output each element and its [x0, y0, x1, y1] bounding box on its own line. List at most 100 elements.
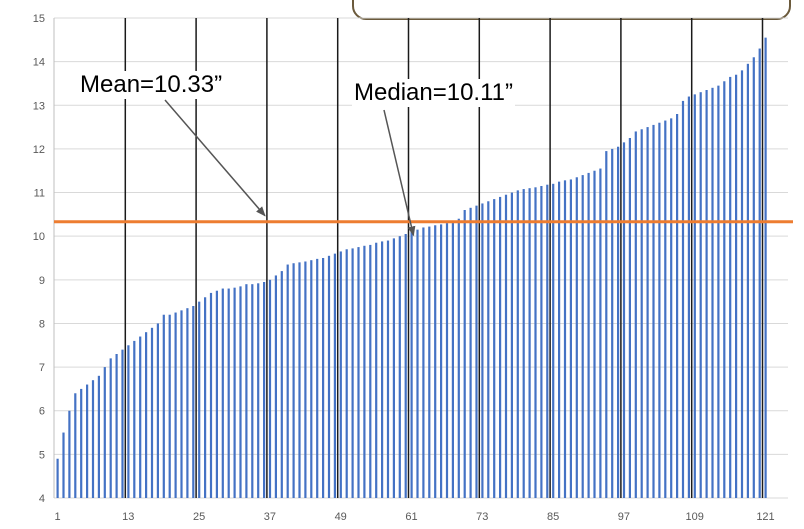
annotation-arrows [164, 99, 416, 237]
bar-87 [563, 180, 567, 498]
bar-56 [381, 241, 384, 498]
bar-37 [268, 279, 272, 498]
bar-80 [522, 189, 525, 498]
bar-121 [764, 37, 767, 499]
bar-21 [174, 312, 177, 498]
bar-2 [62, 432, 65, 498]
bar-97 [622, 142, 626, 498]
bar-9 [103, 367, 106, 498]
bar-60 [404, 234, 407, 498]
y-axis-ticks: 4 5 6 7 8 9 10 11 12 13 14 15 [33, 13, 45, 505]
bar-82 [534, 187, 537, 499]
bar-14 [133, 340, 136, 498]
bar-67 [445, 223, 449, 498]
bar-25 [198, 301, 201, 498]
bar-6 [86, 384, 89, 498]
bar-118 [746, 63, 749, 499]
bar-95 [611, 148, 614, 498]
bar-89 [575, 177, 578, 499]
bar-102 [652, 124, 655, 498]
y-tick-label-15: 15 [33, 13, 45, 25]
bar-15 [139, 336, 142, 498]
x-tick-label-61: 61 [405, 511, 417, 523]
bar-76 [499, 196, 502, 498]
y-tick-label-9: 9 [39, 275, 45, 287]
bar-113 [717, 85, 720, 499]
bar-64 [428, 226, 431, 498]
bar-66 [440, 224, 443, 498]
bar-83 [540, 186, 543, 498]
x-tick-label-73: 73 [476, 511, 488, 523]
bar-1 [56, 458, 59, 498]
bar-77 [504, 194, 508, 498]
bar-119 [752, 57, 755, 498]
bar-112 [711, 87, 714, 499]
bar-105 [670, 118, 673, 498]
x-tick-label-25: 25 [193, 511, 205, 523]
mean-arrow [164, 99, 266, 217]
bar-7 [91, 380, 95, 498]
mean-annotation: Mean=10.33” [78, 71, 225, 99]
y-tick-label-14: 14 [33, 57, 45, 69]
bar-111 [705, 90, 708, 498]
bar-79 [516, 190, 519, 498]
bar-47 [327, 255, 331, 498]
y-tick-label-13: 13 [33, 100, 45, 112]
y-tick-label-5: 5 [39, 449, 45, 461]
x-tick-label-97: 97 [618, 511, 630, 523]
bar-35 [257, 283, 260, 498]
bar-100 [640, 129, 643, 499]
bar-68 [451, 222, 454, 498]
bar-41 [292, 263, 295, 498]
bar-4 [74, 393, 77, 498]
bar-28 [215, 290, 218, 498]
bar-51 [351, 248, 354, 498]
bar-115 [729, 76, 732, 498]
x-tick-label-85: 85 [547, 511, 559, 523]
bar-86 [558, 181, 561, 499]
bar-40 [286, 264, 289, 498]
x-axis-ticks: 1 13 25 37 49 61 73 85 97 109 121 [54, 511, 774, 523]
bar-92 [593, 170, 596, 498]
bar-8 [97, 375, 100, 498]
bar-94 [605, 151, 608, 498]
bar-73 [481, 203, 484, 499]
bar-107 [681, 100, 685, 498]
bar-33 [245, 284, 248, 498]
bar-59 [398, 236, 401, 498]
bar-58 [392, 238, 395, 498]
bar-74 [487, 201, 490, 499]
bar-104 [664, 120, 667, 498]
vertical-rules [124, 18, 764, 498]
bar-109 [693, 94, 696, 498]
bar-26 [204, 297, 207, 498]
bar-93 [599, 168, 602, 498]
bar-18 [156, 323, 159, 498]
median-annotation: Median=10.11” [352, 79, 515, 107]
bar-63 [422, 227, 425, 499]
y-tick-label-10: 10 [33, 231, 45, 243]
bars [56, 37, 767, 499]
bar-44 [310, 260, 313, 498]
bar-85 [552, 183, 555, 498]
bar-114 [723, 81, 726, 498]
bar-36 [263, 282, 266, 498]
bar-108 [687, 96, 690, 498]
bar-103 [658, 122, 661, 499]
bar-43 [304, 261, 307, 498]
bar-27 [209, 292, 213, 498]
bar-120 [758, 48, 761, 498]
bar-81 [528, 188, 531, 498]
bar-10 [109, 358, 112, 498]
x-tick-label-37: 37 [264, 511, 276, 523]
x-tick-label-49: 49 [335, 511, 347, 523]
bar-23 [186, 308, 189, 498]
bar-45 [316, 258, 319, 498]
x-tick-label-13: 13 [122, 511, 134, 523]
bar-61 [410, 231, 413, 498]
y-tick-label-6: 6 [39, 406, 45, 418]
bar-16 [145, 332, 148, 498]
y-tick-label-12: 12 [33, 144, 45, 156]
bar-90 [581, 175, 584, 498]
